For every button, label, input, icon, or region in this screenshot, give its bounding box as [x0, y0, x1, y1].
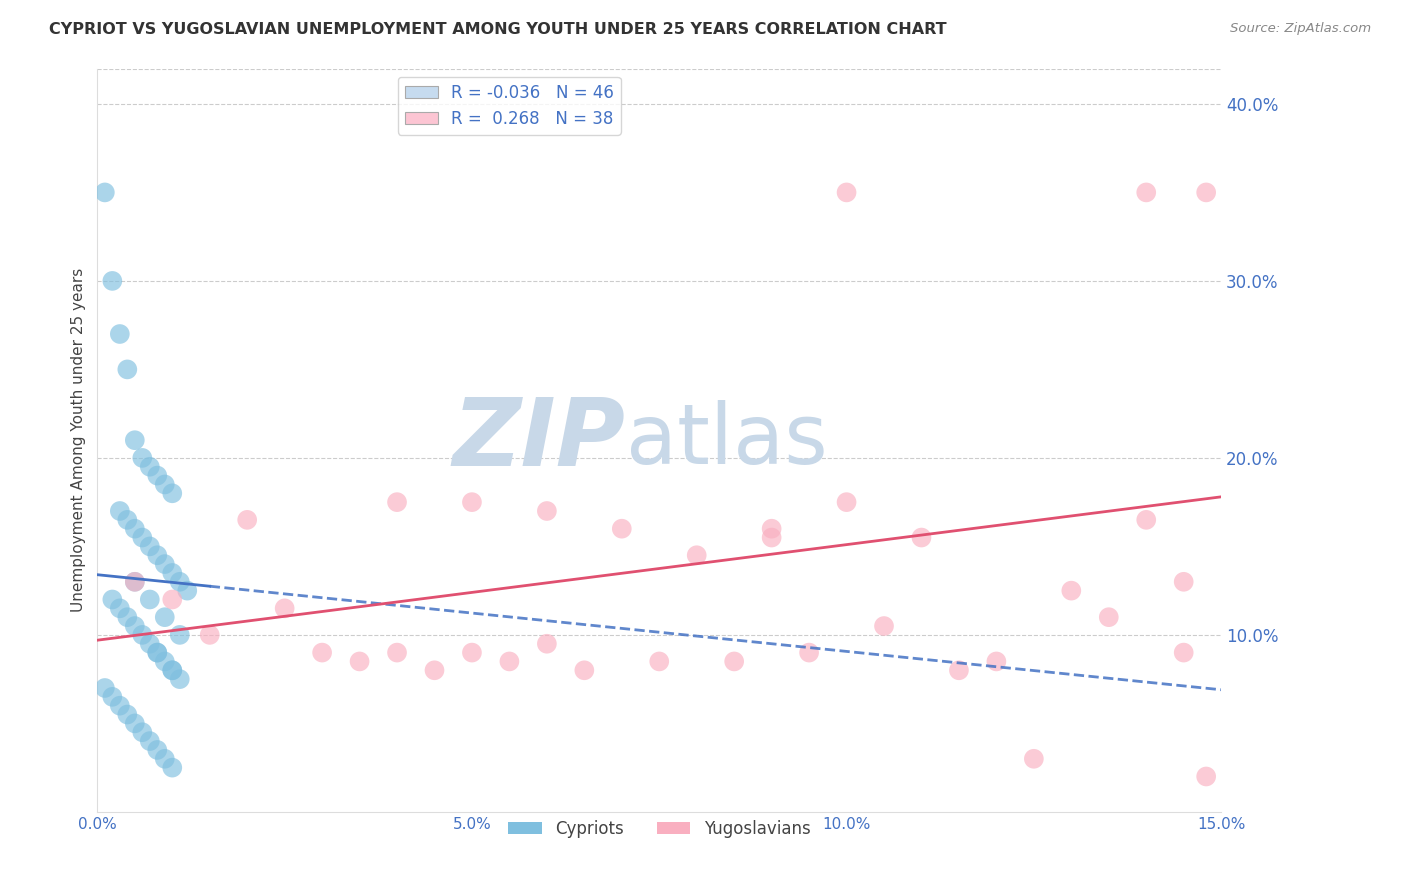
Point: [1195, 186, 1218, 200]
Point: [385, 646, 408, 660]
Point: [835, 495, 858, 509]
Point: [536, 637, 558, 651]
Point: [835, 186, 858, 200]
Point: [1098, 610, 1121, 624]
Point: [153, 752, 176, 766]
Point: [198, 628, 221, 642]
Point: [461, 495, 484, 509]
Text: CYPRIOT VS YUGOSLAVIAN UNEMPLOYMENT AMONG YOUTH UNDER 25 YEARS CORRELATION CHART: CYPRIOT VS YUGOSLAVIAN UNEMPLOYMENT AMON…: [49, 22, 946, 37]
Point: [139, 592, 162, 607]
Point: [169, 628, 191, 642]
Point: [162, 663, 184, 677]
Point: [1195, 769, 1218, 783]
Point: [117, 707, 139, 722]
Point: [108, 601, 131, 615]
Point: [761, 522, 783, 536]
Point: [1060, 583, 1083, 598]
Point: [162, 592, 184, 607]
Point: [131, 628, 153, 642]
Point: [153, 610, 176, 624]
Point: [108, 698, 131, 713]
Point: [797, 646, 820, 660]
Point: [146, 646, 169, 660]
Point: [124, 574, 146, 589]
Point: [723, 655, 745, 669]
Text: Source: ZipAtlas.com: Source: ZipAtlas.com: [1230, 22, 1371, 36]
Point: [1022, 752, 1045, 766]
Point: [117, 362, 139, 376]
Point: [146, 743, 169, 757]
Point: [139, 637, 162, 651]
Point: [461, 646, 484, 660]
Point: [124, 574, 146, 589]
Point: [108, 504, 131, 518]
Point: [162, 663, 184, 677]
Point: [124, 716, 146, 731]
Point: [648, 655, 671, 669]
Text: ZIP: ZIP: [453, 394, 626, 486]
Point: [101, 592, 124, 607]
Point: [385, 495, 408, 509]
Y-axis label: Unemployment Among Youth under 25 years: Unemployment Among Youth under 25 years: [72, 268, 86, 612]
Point: [153, 477, 176, 491]
Point: [1135, 186, 1157, 200]
Point: [686, 548, 709, 562]
Point: [498, 655, 520, 669]
Point: [761, 531, 783, 545]
Point: [610, 522, 633, 536]
Point: [169, 574, 191, 589]
Point: [986, 655, 1008, 669]
Point: [536, 504, 558, 518]
Point: [423, 663, 446, 677]
Point: [139, 459, 162, 474]
Point: [124, 619, 146, 633]
Point: [1173, 646, 1195, 660]
Point: [169, 672, 191, 686]
Point: [117, 610, 139, 624]
Point: [1173, 574, 1195, 589]
Point: [131, 450, 153, 465]
Point: [176, 583, 198, 598]
Point: [311, 646, 333, 660]
Point: [236, 513, 259, 527]
Point: [153, 557, 176, 571]
Point: [948, 663, 970, 677]
Point: [131, 725, 153, 739]
Point: [153, 655, 176, 669]
Point: [873, 619, 896, 633]
Point: [162, 566, 184, 580]
Point: [146, 468, 169, 483]
Point: [139, 540, 162, 554]
Point: [124, 522, 146, 536]
Point: [117, 513, 139, 527]
Point: [574, 663, 596, 677]
Point: [1135, 513, 1157, 527]
Point: [910, 531, 932, 545]
Point: [124, 433, 146, 447]
Point: [131, 531, 153, 545]
Point: [146, 548, 169, 562]
Point: [139, 734, 162, 748]
Point: [273, 601, 295, 615]
Point: [101, 690, 124, 704]
Point: [94, 681, 117, 695]
Point: [349, 655, 371, 669]
Point: [162, 761, 184, 775]
Legend: Cypriots, Yugoslavians: Cypriots, Yugoslavians: [502, 814, 817, 845]
Point: [101, 274, 124, 288]
Point: [94, 186, 117, 200]
Point: [108, 326, 131, 341]
Text: atlas: atlas: [626, 400, 827, 481]
Point: [162, 486, 184, 500]
Point: [146, 646, 169, 660]
